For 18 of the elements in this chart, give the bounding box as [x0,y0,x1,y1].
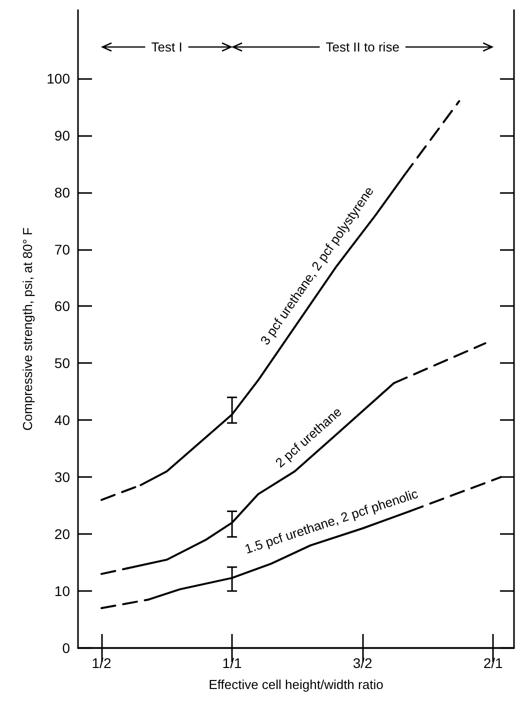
y-axis-title: Compressive strength, psi, at 80° F [20,227,35,431]
x-tick-label: 3/2 [352,655,373,671]
x-tick-label: 1/1 [222,655,242,671]
y-tick-label: 50 [54,355,70,372]
y-tick-label: 10 [54,583,70,600]
y-tick-label: 100 [46,70,70,86]
y-tick-label: 0 [62,640,70,656]
annotation: Test I [151,40,182,55]
y-tick-label: 60 [54,298,70,314]
y-tick-label: 30 [54,469,70,486]
y-tick-label: 20 [54,526,70,542]
annotation: Test II to rise [326,40,400,55]
y-tick-label: 40 [54,412,70,428]
x-tick-label: 2/1 [483,655,504,671]
x-axis-title: Effective cell height/width ratio [208,677,384,692]
y-tick-label: 80 [54,184,70,200]
y-tick-label: 70 [54,241,70,258]
y-tick-label: 90 [54,127,70,144]
